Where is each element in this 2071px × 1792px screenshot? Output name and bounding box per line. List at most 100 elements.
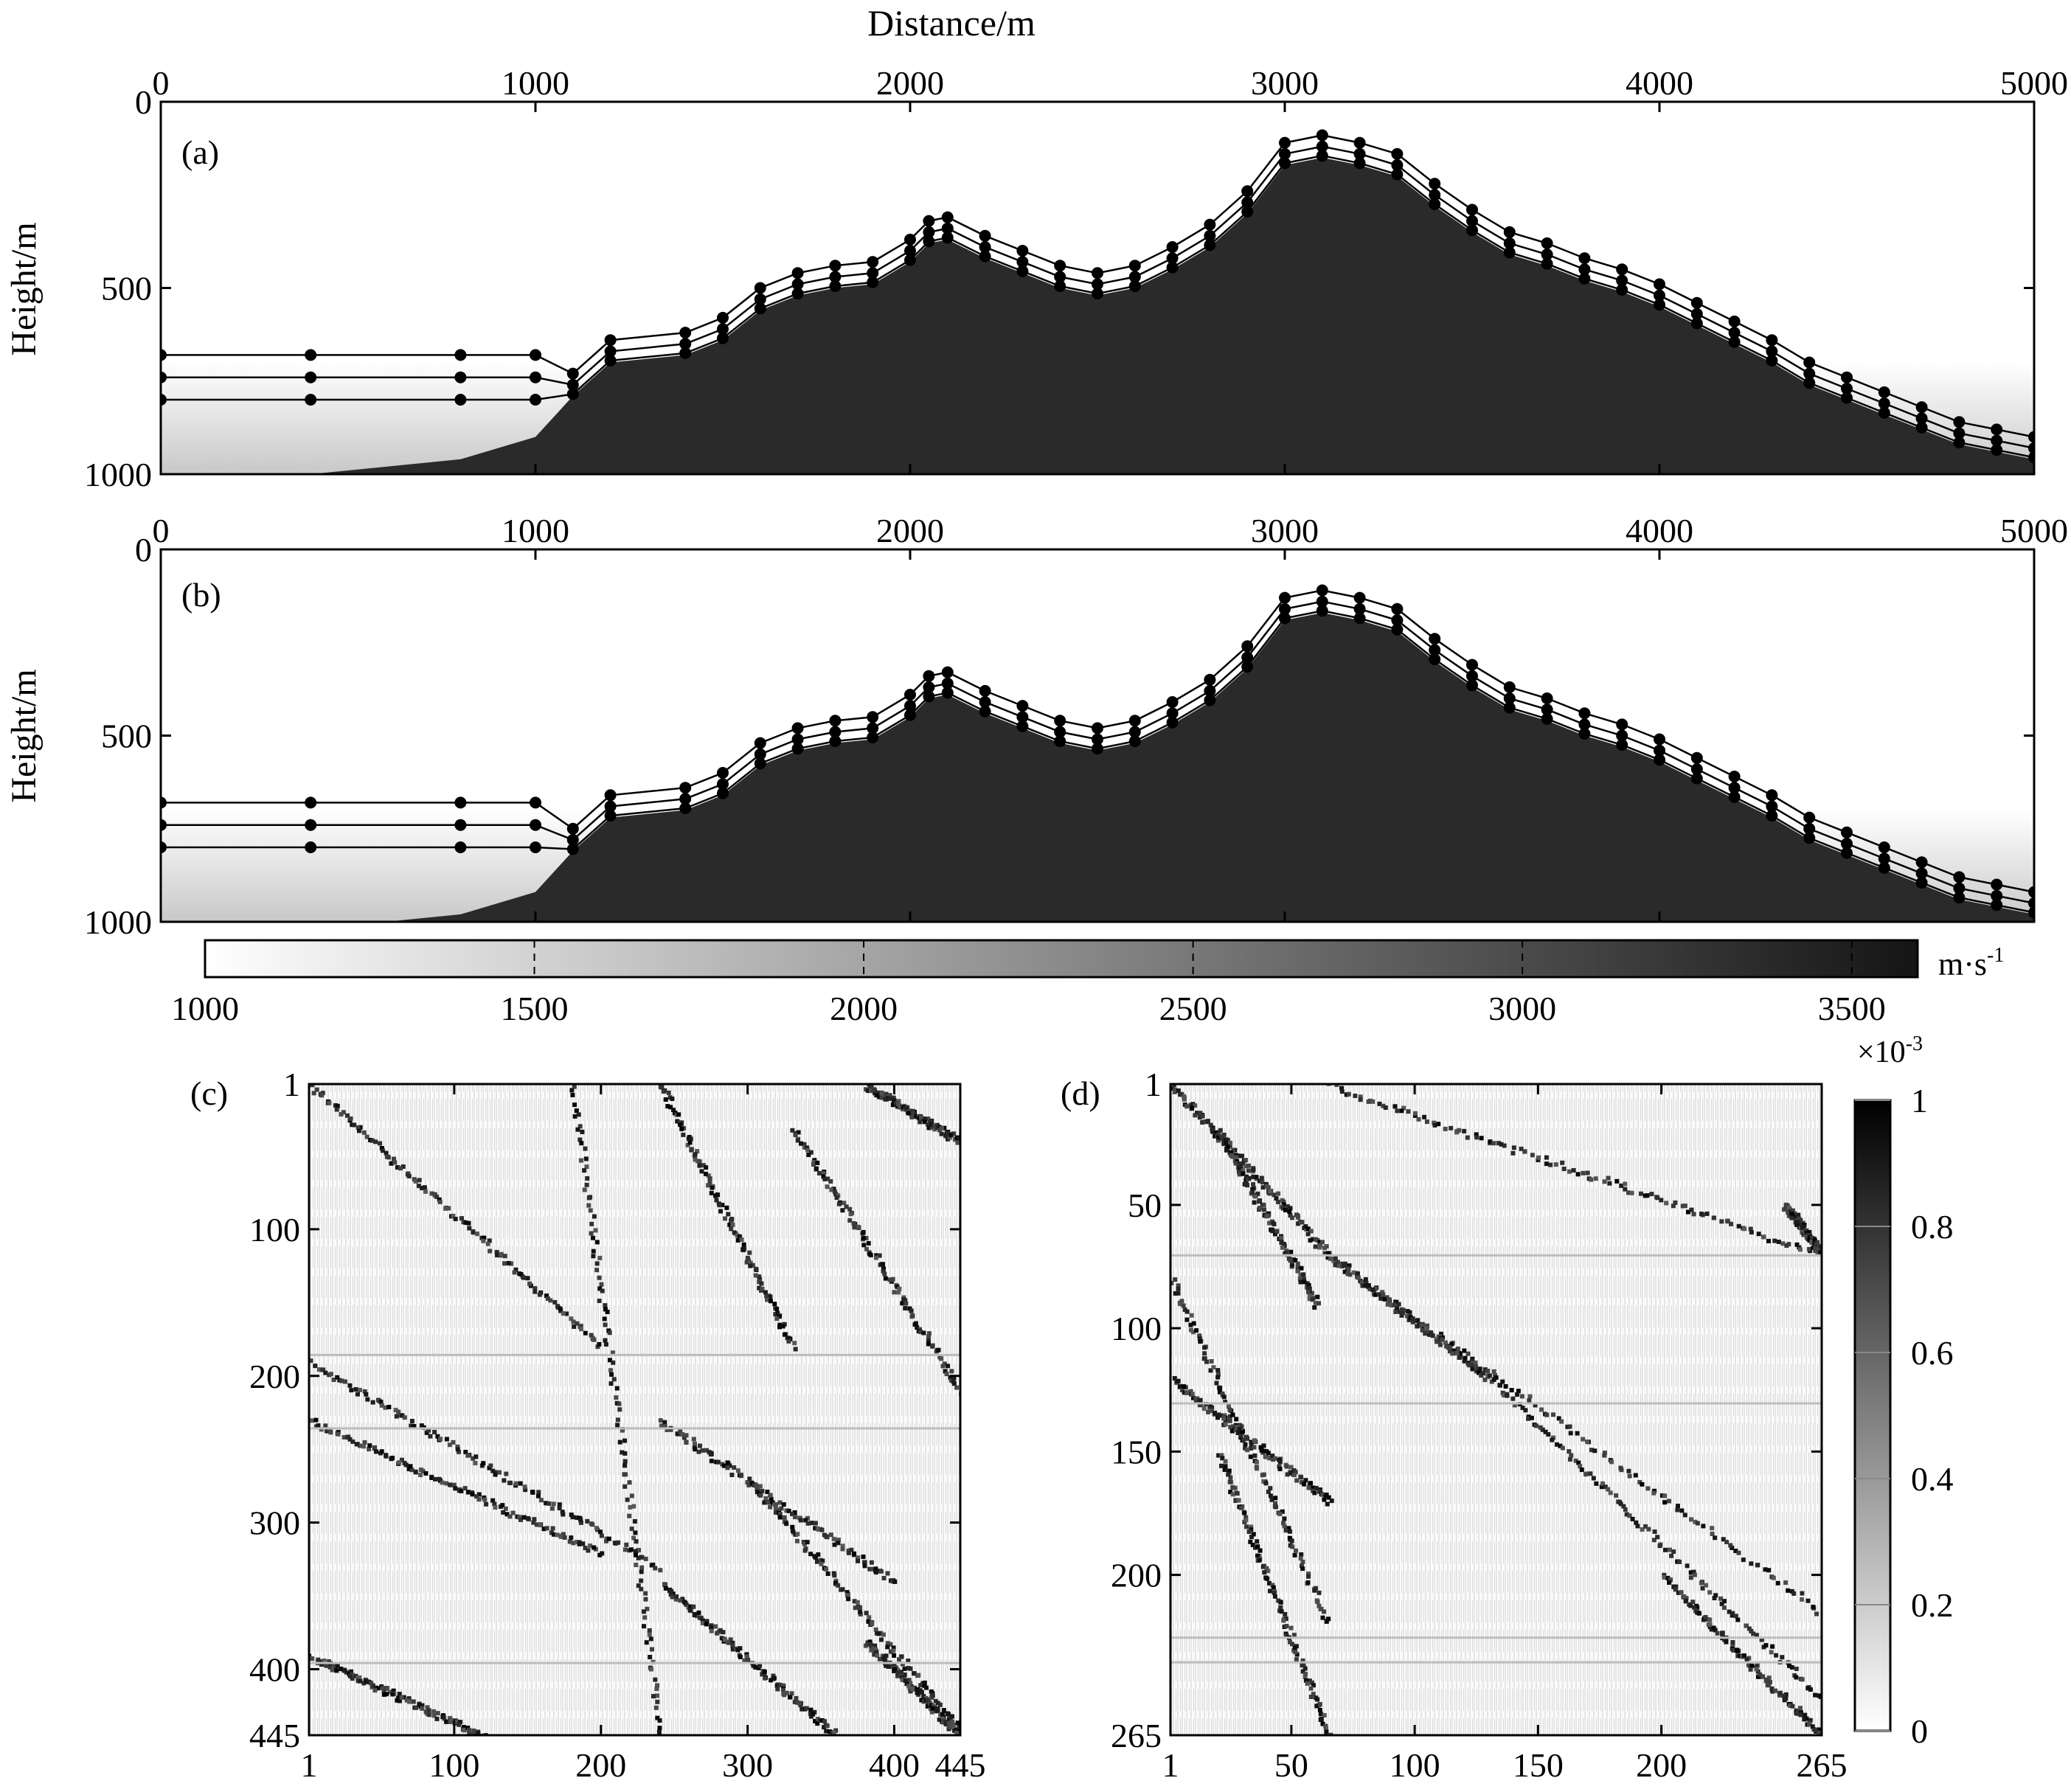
- matrix-cell: [495, 1253, 500, 1257]
- matrix-cell: [1261, 1203, 1266, 1207]
- matrix-cell: [1355, 1271, 1360, 1277]
- matrix-cell: [1640, 1482, 1645, 1487]
- matrix-band: [309, 1353, 960, 1356]
- matrix-cell: [1363, 1277, 1368, 1282]
- ray-point: [904, 689, 916, 701]
- ray-point: [1541, 249, 1553, 260]
- matrix-cell: [1182, 1390, 1187, 1395]
- ray-point: [305, 796, 317, 809]
- ray-point: [1128, 280, 1141, 292]
- ray-point: [454, 841, 467, 853]
- ray-point: [1279, 602, 1291, 615]
- matrix-cell: [1437, 1342, 1443, 1347]
- matrix-cell: [1413, 1111, 1418, 1116]
- matrix-cell: [1773, 1688, 1778, 1693]
- ray-point: [305, 841, 317, 853]
- matrix-cell: [544, 1501, 549, 1506]
- ray-point: [305, 819, 317, 831]
- matrix-cell: [579, 1327, 583, 1332]
- ray-point: [1915, 412, 1928, 425]
- matrix-cell: [364, 1134, 370, 1139]
- matrix-cell: [1249, 1442, 1254, 1446]
- ray-point: [979, 229, 991, 242]
- matrix-cell: [898, 1670, 903, 1675]
- matrix-cell: [1262, 1570, 1267, 1575]
- matrix-cell: [588, 1208, 593, 1213]
- matrix-cell: [918, 1330, 923, 1335]
- matrix-cell: [634, 1563, 639, 1568]
- matrix-cell: [1759, 1637, 1764, 1642]
- matrix-cell: [1322, 1609, 1326, 1614]
- matrix-cell: [1399, 1313, 1404, 1318]
- matrix-cell: [1209, 1359, 1214, 1364]
- matrix-cell: [1243, 1435, 1249, 1439]
- matrix-cell: [844, 1204, 849, 1209]
- matrix-cell: [1188, 1327, 1193, 1333]
- matrix-cell: [797, 1701, 802, 1706]
- ray-point: [1915, 401, 1928, 414]
- matrix-cell: [1191, 1395, 1196, 1400]
- matrix-cell: [840, 1546, 845, 1552]
- matrix-cell: [1463, 1355, 1468, 1361]
- matrix-cell: [896, 1290, 901, 1295]
- matrix-cell: [1693, 1519, 1698, 1524]
- matrix-cell: [341, 1110, 346, 1115]
- matrix-cell: [620, 1450, 625, 1455]
- matrix-cell: [1814, 1245, 1819, 1250]
- matrix-cell: [940, 1712, 945, 1718]
- ray-point: [1391, 147, 1404, 160]
- matrix-cell: [871, 1088, 876, 1094]
- matrix-cell: [471, 1728, 476, 1733]
- matrix-cell: [1211, 1365, 1216, 1370]
- ray-point: [1766, 334, 1778, 347]
- matrix-cell: [940, 1126, 945, 1131]
- matrix-cell: [1342, 1263, 1347, 1268]
- y-tick-label: 500: [101, 270, 152, 308]
- matrix-cell: [922, 1680, 927, 1685]
- matrix-cell: [1735, 1617, 1741, 1622]
- matrix-cell: [465, 1453, 471, 1458]
- x-tick-label: 265: [1797, 1746, 1848, 1784]
- matrix-cell: [886, 1095, 890, 1100]
- ray-point: [1092, 722, 1103, 734]
- ray-point: [679, 338, 692, 350]
- matrix-cell: [951, 1376, 957, 1381]
- matrix-cell: [1516, 1389, 1521, 1394]
- matrix-cell: [651, 1694, 656, 1699]
- matrix-cell: [1241, 1171, 1246, 1176]
- matrix-cell: [1278, 1605, 1283, 1610]
- ray-point: [1016, 245, 1029, 257]
- matrix-cell: [744, 1654, 749, 1659]
- matrix-cell: [374, 1449, 378, 1454]
- matrix-cell: [881, 1266, 886, 1271]
- matrix-cell: [1287, 1639, 1292, 1645]
- matrix-cell: [813, 1526, 818, 1531]
- matrix-cell: [1560, 1445, 1565, 1451]
- matrix-cell: [459, 1216, 464, 1221]
- matrix-cell: [768, 1499, 773, 1504]
- matrix-cell: [1193, 1113, 1198, 1118]
- matrix-cell: [413, 1470, 418, 1475]
- matrix-cell: [314, 1087, 319, 1092]
- x-tick-label: 4000: [1626, 64, 1693, 102]
- ray-point: [1128, 735, 1141, 748]
- matrix-cell: [1290, 1215, 1294, 1220]
- matrix-cell: [853, 1605, 858, 1611]
- matrix-cell: [688, 1604, 693, 1609]
- matrix-cell: [1314, 1704, 1319, 1709]
- matrix-cell: [1328, 1256, 1333, 1261]
- matrix-cell: [437, 1197, 442, 1202]
- matrix-cell: [915, 1690, 920, 1695]
- matrix-cell: [1794, 1222, 1800, 1227]
- matrix-cell: [779, 1506, 784, 1511]
- ray-point: [161, 371, 167, 383]
- ray-point: [1654, 744, 1665, 757]
- matrix-cell: [813, 1718, 818, 1723]
- matrix-cell: [1419, 1323, 1424, 1328]
- matrix-cell: [912, 1322, 917, 1327]
- matrix-cell: [802, 1142, 807, 1147]
- ray-point: [161, 819, 167, 831]
- matrix-cell: [1744, 1657, 1749, 1662]
- matrix-cell: [1491, 1377, 1496, 1382]
- matrix-cell: [741, 1242, 746, 1247]
